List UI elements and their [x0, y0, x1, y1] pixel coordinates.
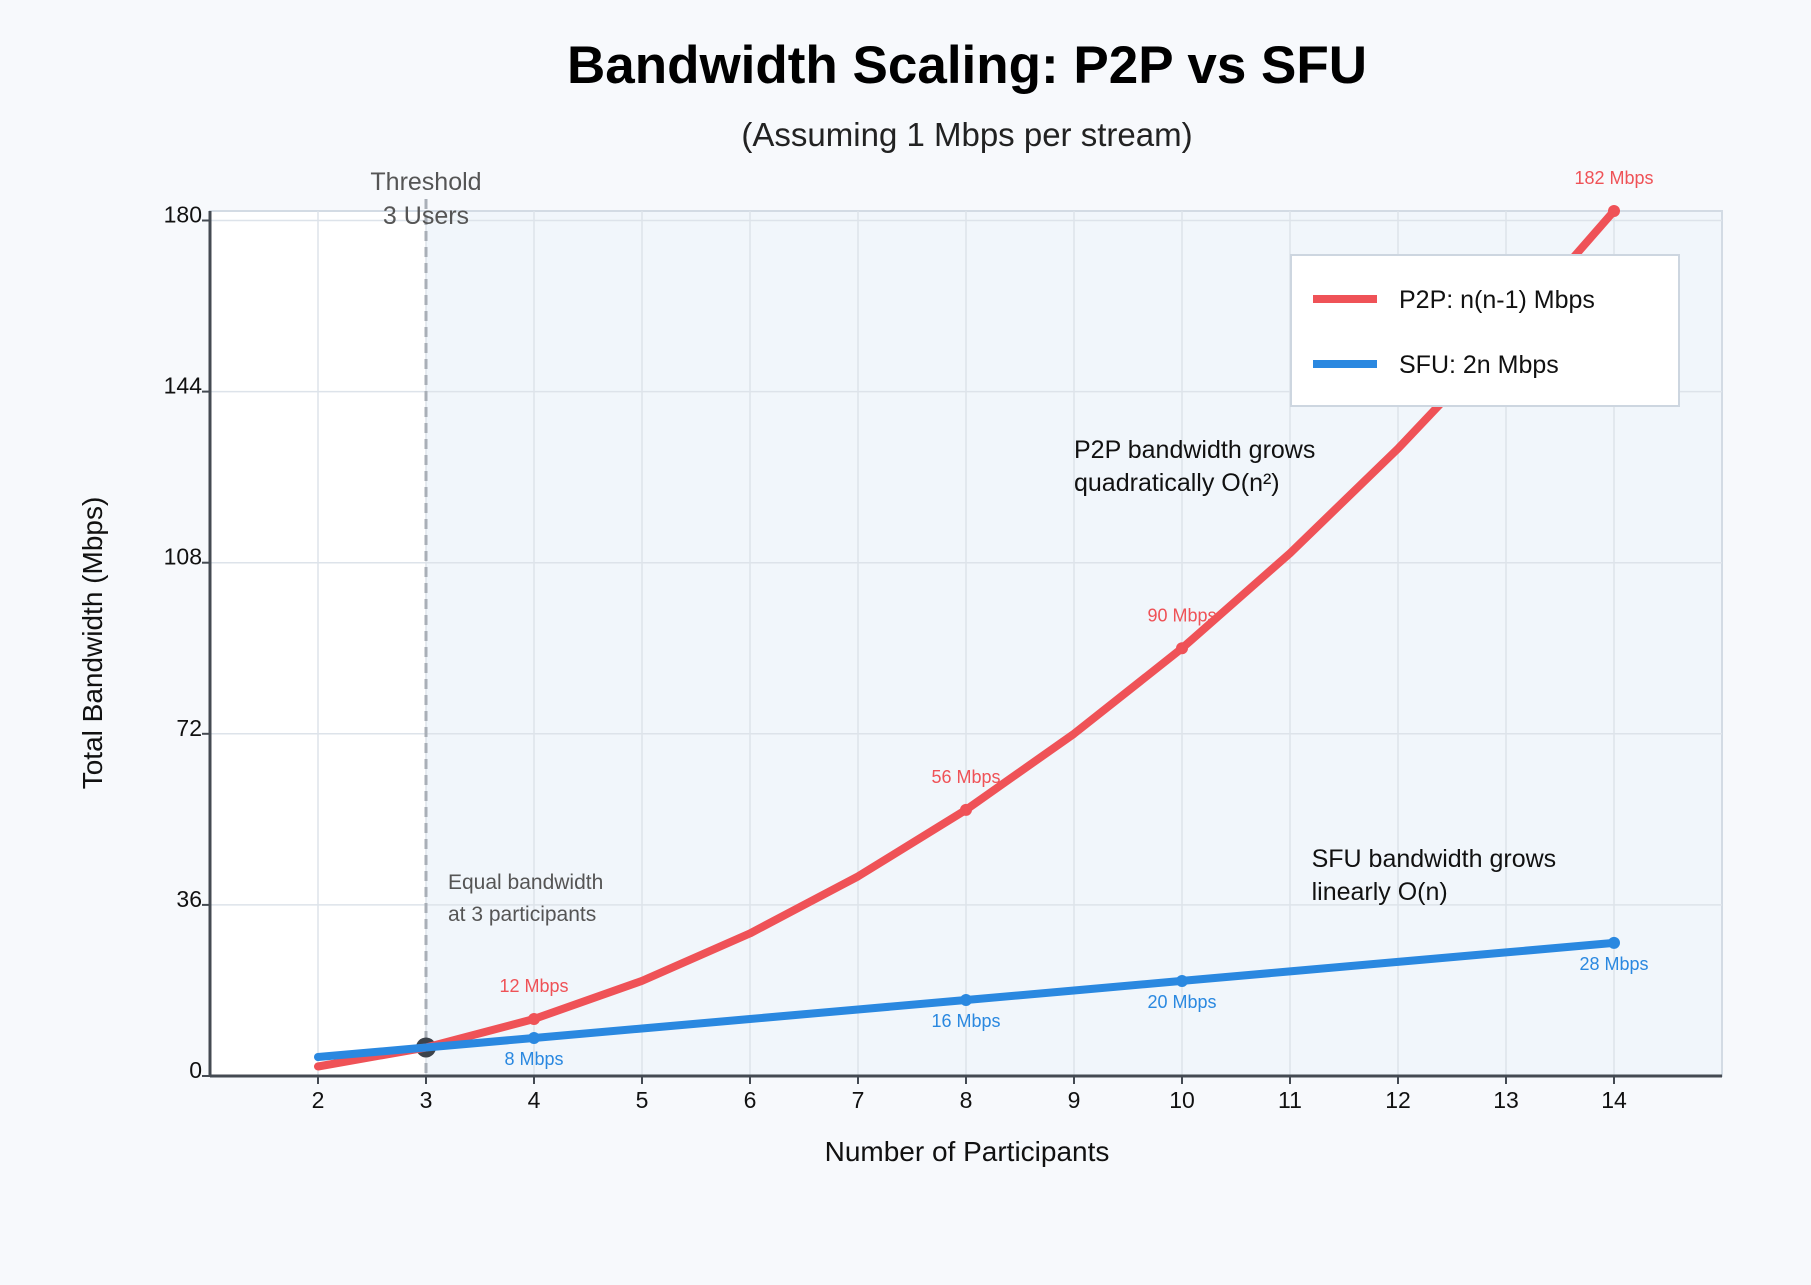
annotation-text: SFU bandwidth grows	[1312, 845, 1557, 873]
series-1-point	[1176, 974, 1188, 987]
x-tick-label: 7	[852, 1087, 865, 1113]
chart-subtitle: (Assuming 1 Mbps per stream)	[741, 116, 1192, 153]
y-axis-label: Total Bandwidth (Mbps)	[77, 497, 108, 790]
x-tick-label: 11	[1278, 1087, 1302, 1113]
x-tick-label: 12	[1385, 1087, 1411, 1113]
series-0-data-label: 56 Mbps	[931, 767, 1000, 787]
x-tick-label: 10	[1169, 1087, 1195, 1113]
x-tick-label: 5	[636, 1087, 649, 1113]
series-1-data-label: 16 Mbps	[931, 1011, 1000, 1031]
y-tick-label: 108	[164, 544, 202, 570]
series-0-data-label: 90 Mbps	[1147, 605, 1216, 625]
series-lines: 12 Mbps 56 Mbps 90 Mbps 182 Mbps 8 Mbps 16 Mb…	[314, 168, 1654, 1071]
legend-entry-1: SFU: 2n Mbps	[1399, 351, 1559, 379]
legend-box	[1290, 254, 1680, 407]
annotation-text: quadratically O(n²)	[1074, 469, 1280, 497]
y-tick-label: 0	[189, 1057, 202, 1083]
series-1-data-label: 20 Mbps	[1147, 992, 1216, 1012]
x-tick-label: 6	[744, 1087, 757, 1113]
legend: P2P: n(n-1) Mbps SFU: 2n Mbps	[1290, 254, 1680, 407]
series-1-data-label: 8 Mbps	[504, 1049, 563, 1069]
threshold-label: 3 Users	[383, 202, 469, 230]
threshold-note: at 3 participants	[448, 903, 596, 926]
series-0-point	[1176, 642, 1188, 655]
x-tick-label: 4	[528, 1087, 541, 1113]
y-tick-label: 72	[176, 715, 202, 741]
x-tick-label: 8	[960, 1087, 973, 1113]
y-tick-label: 144	[164, 373, 203, 399]
y-tick-label: 180	[164, 202, 202, 228]
annotation-text: P2P bandwidth grows	[1074, 436, 1315, 464]
annotation-text: linearly O(n)	[1312, 878, 1448, 906]
x-axis-label: Number of Participants	[825, 1136, 1110, 1167]
x-tick-label: 14	[1601, 1087, 1627, 1113]
threshold-note: Equal bandwidth	[448, 871, 603, 894]
series-1-data-label: 28 Mbps	[1579, 954, 1648, 974]
series-1-point	[960, 993, 972, 1006]
chart-title: Bandwidth Scaling: P2P vs SFU	[567, 36, 1367, 95]
series-0-data-label: 182 Mbps	[1574, 168, 1653, 188]
series-0-data-label: 12 Mbps	[499, 976, 568, 996]
series-0-point	[960, 803, 972, 816]
x-tick-label: 3	[420, 1087, 433, 1113]
series-1-point	[528, 1031, 540, 1044]
threshold-label: Threshold	[370, 168, 481, 196]
axes: 2 3 4 5 6 7 8 9 10 11 12 13 14 0 36 72 108 144 180	[164, 202, 1722, 1113]
y-tick-label: 36	[176, 886, 202, 912]
series-0-point	[1608, 205, 1620, 217]
annotations: P2P bandwidth grows quadratically O(n²) SF…	[1074, 436, 1556, 906]
x-tick-label: 2	[312, 1087, 325, 1113]
threshold-marker-group: Threshold 3 Users Equal bandwidth at 3 part…	[370, 168, 603, 1076]
x-tick-label: 9	[1068, 1087, 1081, 1113]
series-0-point	[528, 1012, 540, 1025]
x-tick-label: 13	[1493, 1087, 1519, 1113]
legend-entry-0: P2P: n(n-1) Mbps	[1399, 286, 1595, 314]
series-1-point	[1608, 936, 1620, 949]
